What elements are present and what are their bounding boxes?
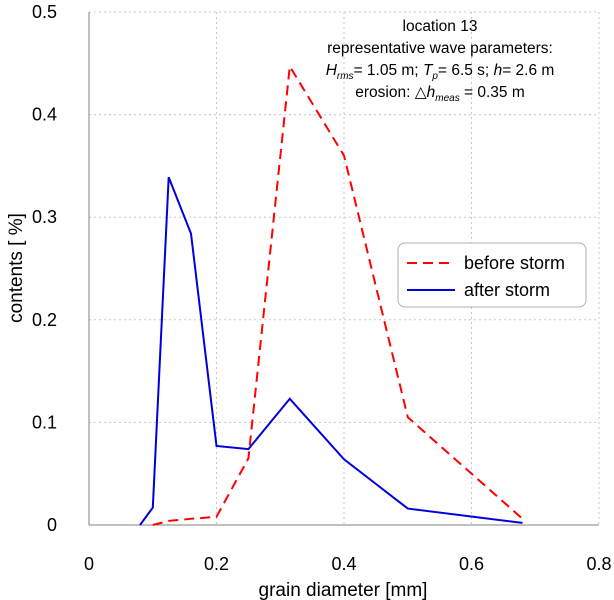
dh-subscript: meas: [435, 93, 459, 104]
dh-value: = 0.35 m: [460, 84, 525, 101]
hrms-subscript: rms: [337, 71, 354, 82]
legend: before storm after storm: [397, 242, 587, 308]
y-tick-label: 0.5: [32, 2, 57, 22]
legend-label-after-storm: after storm: [464, 280, 550, 300]
hrms-symbol: H: [326, 62, 338, 79]
y-tick-label: 0.2: [32, 310, 57, 330]
grid-lines: [89, 11, 600, 525]
annotation-line-2: representative wave parameters:: [327, 40, 553, 57]
y-axis-label: contents [ %]: [6, 213, 27, 323]
hrms-value: = 1.05 m;: [354, 62, 419, 79]
tp-value: = 6.5 s;: [438, 62, 489, 79]
x-tick-label: 0.4: [331, 554, 356, 574]
annotation-line-4: erosion: △hmeas = 0.35 m: [355, 84, 525, 104]
y-tick-label: 0.1: [32, 412, 57, 432]
x-tick-label: 0: [84, 554, 94, 574]
x-tick-label: 0.2: [204, 554, 229, 574]
series-line-after-storm: [139, 176, 523, 526]
x-tick-label: 0.8: [586, 554, 611, 574]
h-symbol: h: [494, 62, 503, 79]
annotation-line-1: location 13: [403, 18, 478, 35]
erosion-prefix: erosion:: [355, 84, 414, 101]
series-line-before-storm: [152, 63, 524, 526]
tp-symbol: T: [423, 62, 434, 79]
tp-subscript: p: [431, 71, 438, 82]
h-value: = 2.6 m: [502, 62, 554, 79]
x-tick-label: 0.6: [459, 554, 484, 574]
x-tick-labels: 0 0.2 0.4 0.6 0.8: [84, 554, 612, 574]
wave-parameter-annotation: location 13 representative wave paramete…: [326, 18, 555, 104]
dh-symbol: h: [427, 84, 436, 101]
x-axis-label: grain diameter [mm]: [259, 580, 428, 600]
y-tick-label: 0.3: [32, 207, 57, 227]
annotation-line-3: Hrms= 1.05 m; Tp= 6.5 s; h= 2.6 m: [326, 62, 555, 82]
y-tick-label: 0.4: [32, 105, 57, 125]
y-tick-labels: 0 0.1 0.2 0.3 0.4 0.5: [32, 2, 57, 535]
delta-symbol: △: [415, 84, 428, 101]
series-lines: [139, 63, 524, 526]
y-tick-label: 0: [47, 515, 57, 535]
legend-label-before-storm: before storm: [464, 253, 565, 273]
axes: [88, 12, 599, 526]
